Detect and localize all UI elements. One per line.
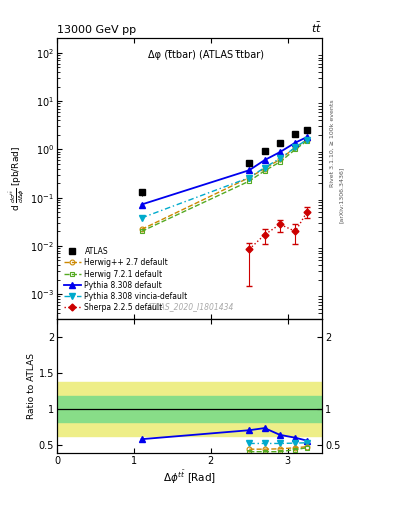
Y-axis label: d $\frac{d\sigma^{t\bar{t}}}{d\Delta\phi}$ [pb/Rad]: d $\frac{d\sigma^{t\bar{t}}}{d\Delta\phi…: [8, 146, 28, 211]
Text: Δφ (t̅tbar) (ATLAS t̅tbar): Δφ (t̅tbar) (ATLAS t̅tbar): [147, 50, 264, 59]
Text: Rivet 3.1.10, ≥ 100k events: Rivet 3.1.10, ≥ 100k events: [329, 99, 334, 187]
Y-axis label: Ratio to ATLAS: Ratio to ATLAS: [27, 353, 36, 419]
Legend: ATLAS, Herwig++ 2.7 default, Herwig 7.2.1 default, Pythia 8.308 default, Pythia : ATLAS, Herwig++ 2.7 default, Herwig 7.2.…: [61, 244, 191, 315]
X-axis label: $\Delta\phi^{t\bar{t}}$ [Rad]: $\Delta\phi^{t\bar{t}}$ [Rad]: [163, 468, 216, 486]
Text: $t\bar{t}$: $t\bar{t}$: [311, 20, 322, 35]
Text: 13000 GeV pp: 13000 GeV pp: [57, 25, 136, 35]
Text: [arXiv:1306.3436]: [arXiv:1306.3436]: [339, 166, 344, 223]
Text: ATLAS_2020_I1801434: ATLAS_2020_I1801434: [146, 302, 233, 311]
